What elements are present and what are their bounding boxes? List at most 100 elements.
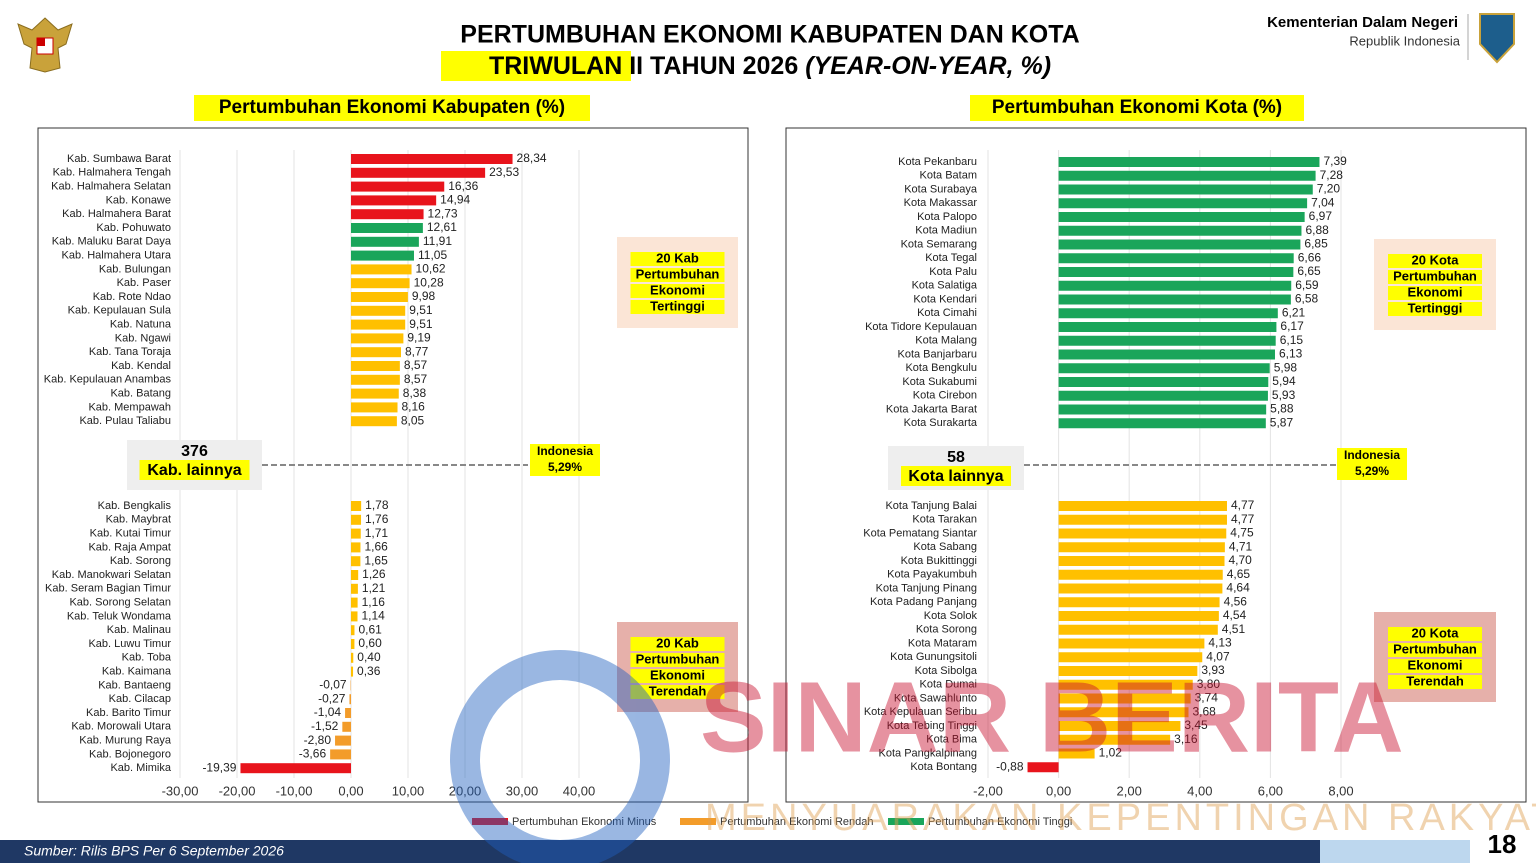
bar [351, 529, 361, 539]
note-text: 20 Kab [656, 635, 699, 650]
category-label: Kota Cimahi [917, 307, 977, 319]
category-label: Kota Tanjung Pinang [876, 582, 977, 594]
note-text: 20 Kota [1412, 625, 1460, 640]
value-label: 6,66 [1298, 250, 1322, 264]
category-label: Kab. Paser [117, 277, 172, 289]
bar [1059, 611, 1219, 621]
source: Sumber: Rilis BPS Per 6 September 2026 [24, 843, 284, 859]
bar [1059, 556, 1225, 566]
reference-label: 5,29% [1355, 464, 1389, 478]
reference-label: 5,29% [548, 460, 582, 474]
footer-bar-light [1320, 840, 1470, 863]
value-label: 12,61 [427, 220, 457, 234]
category-label: Kab. Luwu Timur [88, 638, 171, 650]
others-label: Kab. lainnya [147, 462, 241, 479]
value-label: 6,59 [1295, 278, 1319, 292]
watermark-name: SINAR BERITA [700, 661, 1404, 773]
others-count: 58 [947, 449, 965, 466]
category-label: Kota Surabaya [904, 183, 978, 195]
ministry-logo [1480, 14, 1514, 62]
category-label: Kab. Kepulauan Anambas [44, 374, 172, 386]
bar [1059, 295, 1291, 305]
bar [1059, 226, 1302, 236]
value-label: 6,17 [1280, 319, 1304, 333]
category-label: Kab. Maluku Barat Daya [52, 236, 172, 248]
category-label: Kota Madiun [915, 225, 977, 237]
bar [351, 347, 401, 357]
category-label: Kota Batam [920, 170, 977, 182]
category-label: Kota Mataram [908, 637, 977, 649]
bar [351, 223, 423, 233]
bar [351, 320, 405, 330]
value-label: 1,26 [362, 567, 386, 581]
value-label: 8,57 [404, 358, 428, 372]
category-label: Kab. Pohuwato [96, 222, 171, 234]
value-label: 7,39 [1323, 154, 1347, 168]
category-label: Kab. Batang [110, 388, 171, 400]
category-label: Kab. Rote Ndao [93, 291, 171, 303]
bar [1059, 253, 1294, 263]
value-label: 7,28 [1320, 168, 1344, 182]
value-label: 5,93 [1272, 388, 1296, 402]
category-label: Kab. Cilacap [109, 693, 171, 705]
category-label: Kab. Bantaeng [98, 679, 171, 691]
bar [351, 598, 358, 608]
category-label: Kab. Kaimana [102, 666, 172, 678]
category-label: Kab. Toba [122, 652, 172, 664]
note-text: Ekonomi [1408, 657, 1463, 672]
bar [1059, 625, 1218, 635]
value-label: 1,21 [362, 581, 386, 595]
category-label: Kab. Mempawah [88, 401, 171, 413]
value-label: 16,36 [448, 179, 478, 193]
title-italic: (YEAR-ON-YEAR, %) [805, 52, 1051, 80]
title-highlight-text: TRIWULAN II [489, 52, 643, 80]
bar [330, 749, 351, 759]
category-label: Kab. Halmahera Selatan [51, 181, 171, 193]
bar [1059, 267, 1294, 277]
bar [1059, 212, 1305, 222]
bar [351, 182, 444, 192]
note-text: Ekonomi [650, 282, 705, 297]
category-label: Kota Palu [929, 266, 977, 278]
value-label: 6,13 [1279, 347, 1303, 361]
category-label: Kab. Ngawi [115, 332, 171, 344]
note-text: Pertumbuhan [636, 266, 720, 281]
title-rest: TAHUN 2026 [643, 52, 805, 80]
bar [351, 168, 485, 178]
ministry: Kementerian Dalam Negeri [1267, 14, 1458, 31]
bar [342, 722, 351, 732]
value-label: 8,16 [402, 400, 426, 414]
category-label: Kab. Kutai Timur [90, 528, 172, 540]
bar [351, 639, 354, 649]
category-label: Kota Pematang Siantar [863, 527, 977, 539]
bar [1059, 350, 1275, 360]
value-label: 7,20 [1317, 182, 1341, 196]
bar [351, 389, 399, 399]
reference-name: Indonesia [537, 444, 593, 458]
country: Republik Indonesia [1349, 33, 1460, 48]
value-label: 4,65 [1227, 567, 1251, 581]
bar [351, 251, 414, 261]
value-label: -0,27 [318, 691, 346, 705]
category-label: Kab. Halmahera Tengah [53, 167, 171, 179]
bar [351, 237, 419, 247]
bar [345, 708, 351, 718]
value-label: 5,94 [1272, 374, 1296, 388]
value-label: 8,57 [404, 372, 428, 386]
x-tick-label: 10,00 [392, 783, 425, 798]
category-label: Kab. Sumbawa Barat [67, 153, 171, 165]
category-label: Kota Tegal [925, 252, 977, 264]
value-label: -1,52 [311, 719, 339, 733]
value-label: -3,66 [299, 747, 327, 761]
category-label: Kab. Sorong [110, 555, 171, 567]
value-label: 6,65 [1297, 264, 1321, 278]
note-text: Ekonomi [650, 667, 705, 682]
title: PERTUMBUHAN EKONOMI KABUPATEN DAN KOTA [460, 21, 1079, 49]
category-label: Kota Tarakan [912, 514, 977, 526]
bar [349, 694, 351, 704]
bar [1059, 501, 1227, 511]
bar [1059, 322, 1277, 332]
value-label: 7,04 [1311, 195, 1335, 209]
category-label: Kota Pekanbaru [898, 156, 977, 168]
